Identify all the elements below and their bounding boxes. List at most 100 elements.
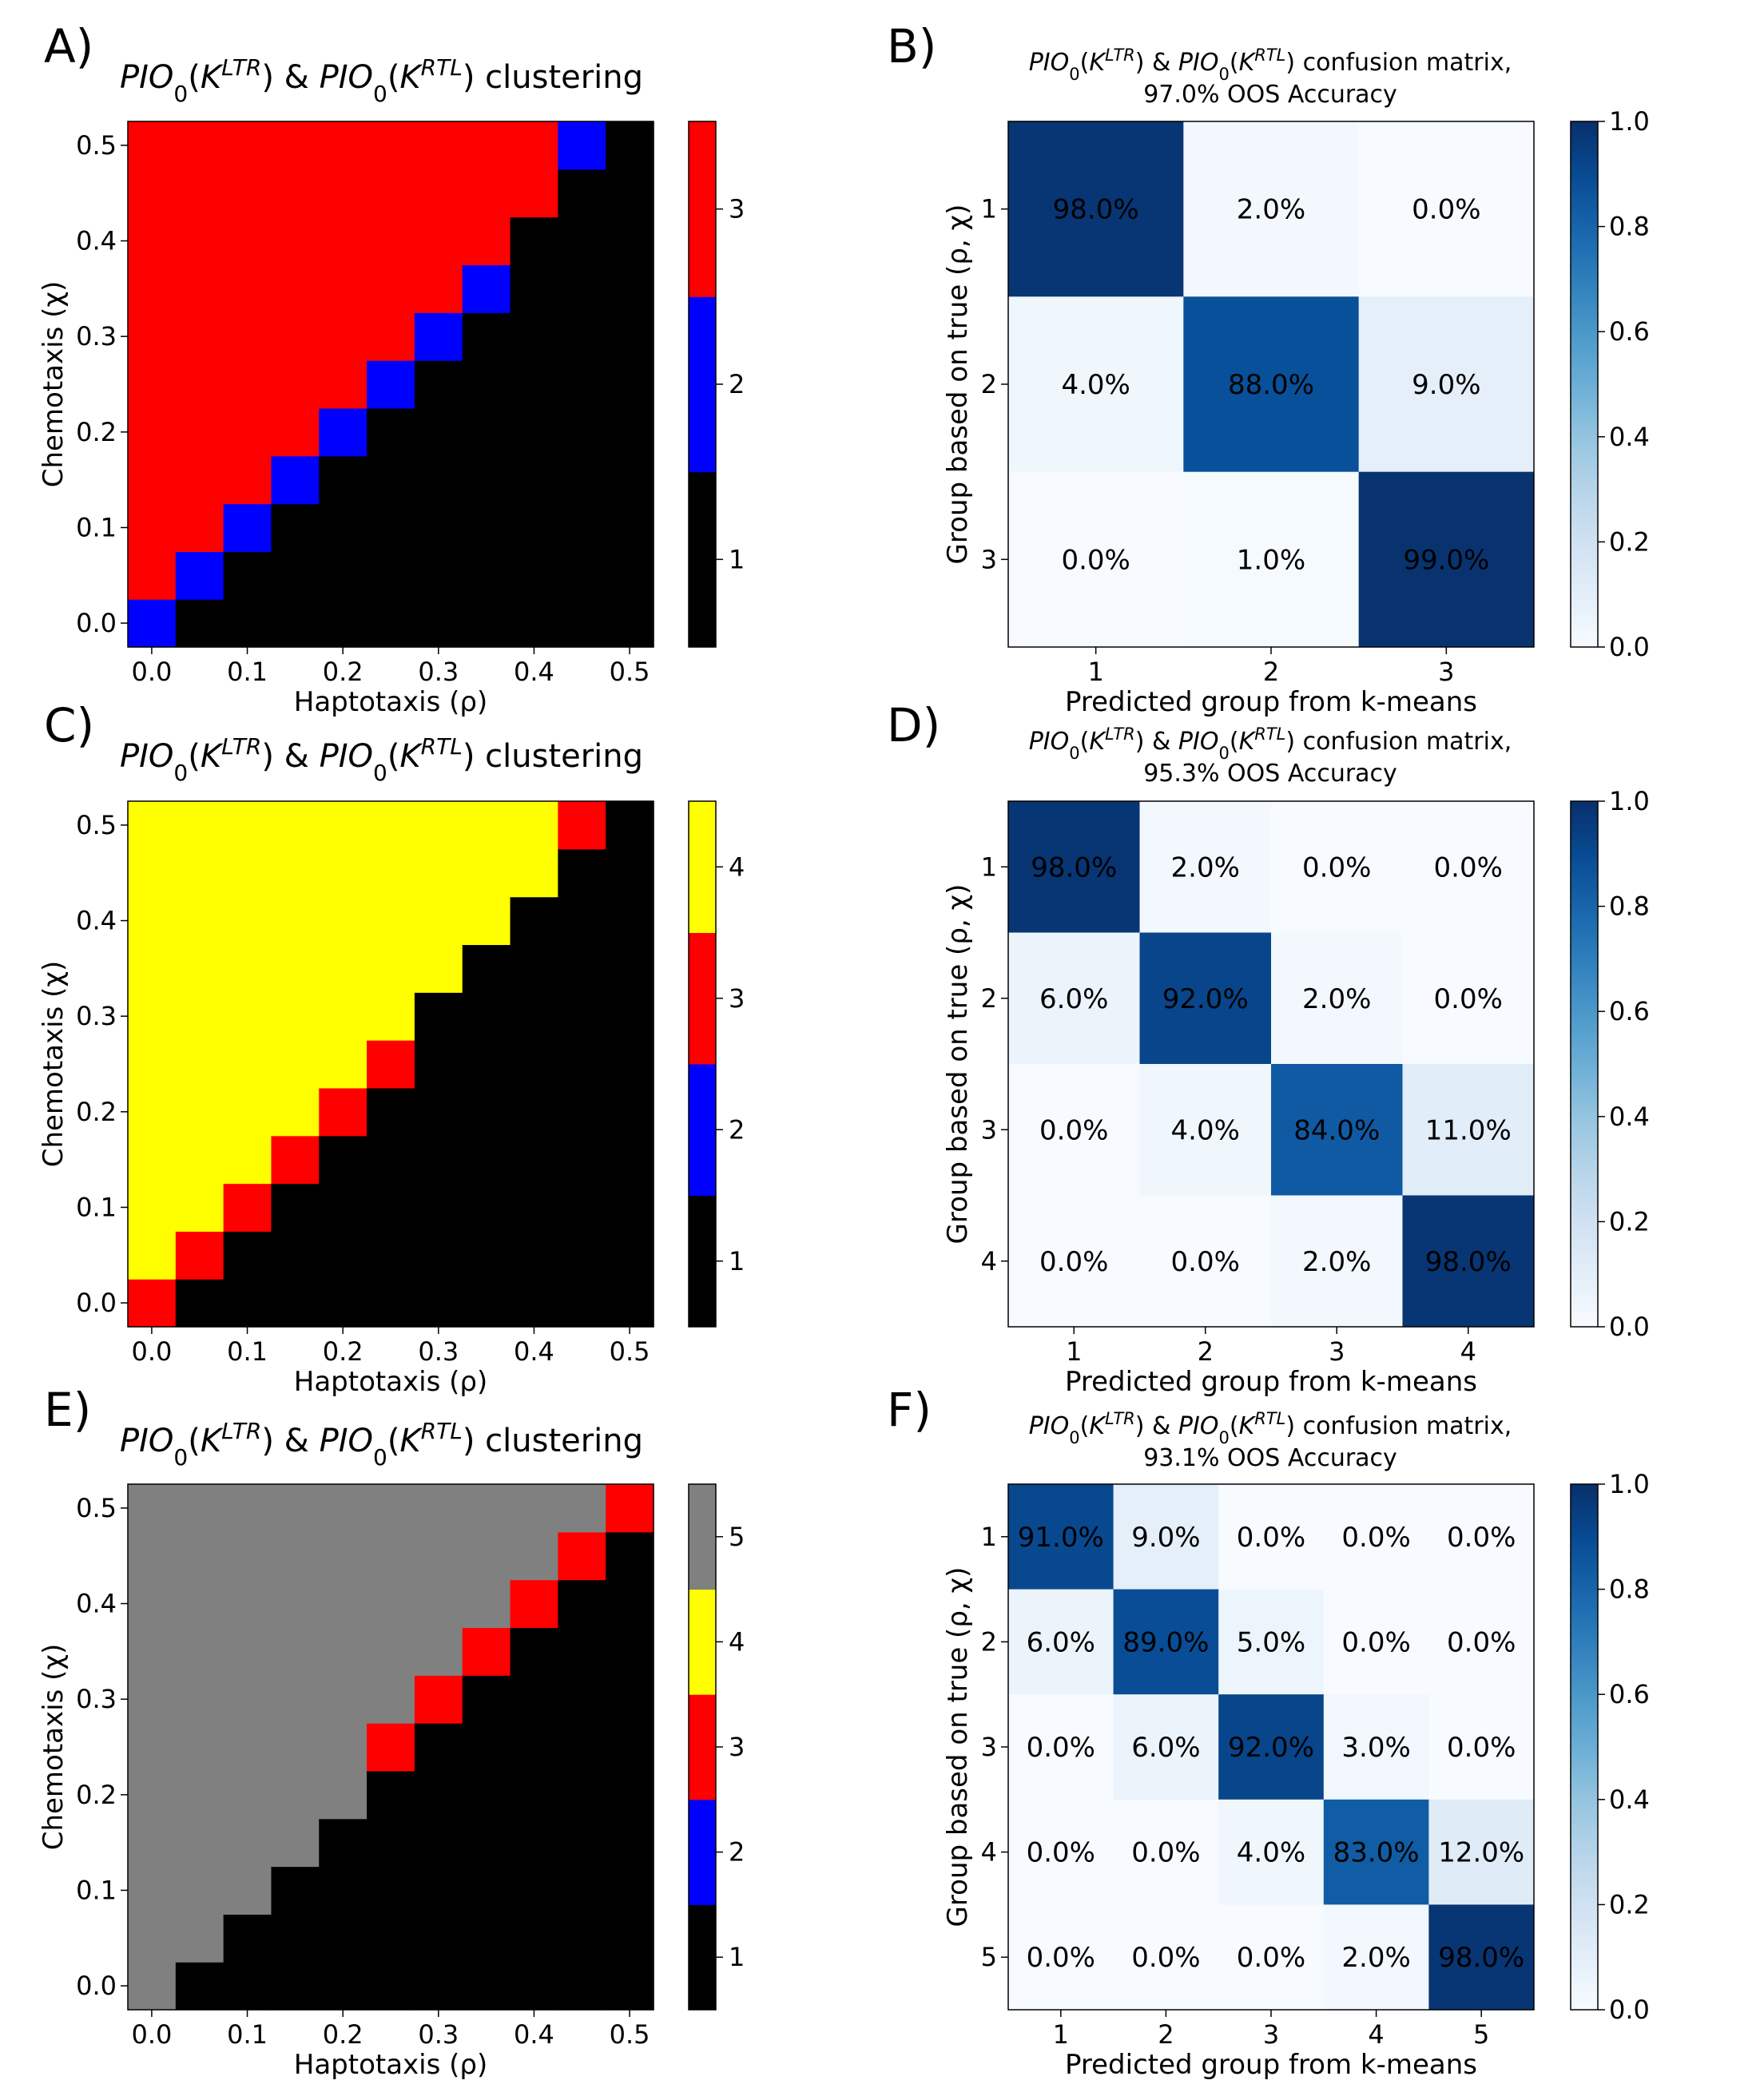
colorbar-label: 0.2 [1609,1206,1650,1237]
map-cell [414,360,463,409]
map-cell [510,1962,558,2011]
map-cell [271,1866,320,1915]
map-cell [414,169,463,218]
colorbar-label: 0.4 [1609,1784,1650,1815]
colorbar-label: 0.0 [1609,632,1650,662]
map-cell [414,264,463,313]
colorbar-label: 3 [729,194,745,224]
y-tick-label: 1 [981,1522,997,1552]
map-cell [319,1087,368,1137]
map-cell [319,992,368,1041]
map-cell [319,1579,368,1629]
matrix-cell [1008,296,1184,473]
map-cell [128,121,177,170]
map-cell [462,848,511,898]
colorbar-label: 1.0 [1609,106,1650,137]
colorbar-label: 0.8 [1609,1574,1650,1605]
map-cell [175,848,224,898]
matrix-cell [1271,1064,1403,1196]
map-cell [367,1231,415,1280]
panel-title: PIO0(KLTR) & PIO0(KRTL) clustering [120,54,643,107]
map-cell [558,169,606,218]
map-cell [367,1770,415,1820]
colorbar-label: 0.4 [1609,422,1650,452]
map-cell [367,1627,415,1676]
map-cell [223,1135,272,1185]
x-tick-label: 0.2 [323,1336,364,1367]
map-cell [175,169,224,218]
panel-label: C) [44,698,94,752]
map-cell [319,455,368,505]
map-cell [319,944,368,993]
colorbar [1570,1483,1599,2011]
map-cell [414,455,463,505]
map-cell [606,1183,654,1232]
matrix-cell [1008,1064,1140,1196]
map-cell [223,1962,272,2011]
map-cell [606,1531,654,1581]
cell-label: 99.0% [1403,544,1489,576]
map-cell [510,1675,558,1724]
map-cell [462,121,511,170]
y-tick-label: 0.0 [76,1288,117,1318]
map-cell [558,1866,606,1915]
map-cell [558,1770,606,1820]
map-cell [319,551,368,600]
matrix-cell [1008,1799,1114,1905]
y-tick-label: 1 [981,852,997,882]
map-cell [414,1818,463,1868]
colorbar-segment [689,1904,716,2011]
cell-label: 6.0% [1131,1732,1200,1764]
cell-label: 4.0% [1237,1837,1305,1869]
x-tick-label: 1 [1087,657,1103,687]
map-cell [271,1484,320,1533]
matrix-cell [1323,1904,1429,2011]
y-tick-label: 0.0 [76,1971,117,2001]
map-cell [558,599,606,648]
y-tick-label: 4 [981,1837,997,1868]
map-cell [606,1579,654,1629]
colorbar-label: 2 [729,369,745,399]
map-cell [128,1279,177,1328]
map-cell [175,1962,224,2011]
map-cell [558,551,606,600]
colorbar-label: 0.6 [1609,316,1650,347]
map-cell [367,1818,415,1868]
map-cell [558,312,606,361]
matrix-cell [1113,1694,1219,1800]
colorbar-label: 1 [729,544,745,574]
x-tick-label: 3 [1263,2019,1279,2050]
y-tick-label: 0.4 [76,226,117,256]
x-tick-label: 4 [1368,2019,1384,2050]
cluster-map [128,121,654,648]
map-cell [606,407,654,457]
y-tick-label: 0.3 [76,321,117,351]
map-cell [175,216,224,266]
map-cell [223,455,272,505]
map-cell [558,1040,606,1089]
map-cell [175,1818,224,1868]
matrix-cell [1139,932,1272,1065]
map-cell [175,1914,224,1963]
map-cell [271,551,320,600]
map-cell [414,1579,463,1629]
cell-label: 0.0% [1027,1837,1095,1869]
map-cell [510,1914,558,1963]
cell-label: 89.0% [1122,1626,1209,1658]
map-cell [606,1135,654,1185]
map-cell [558,1627,606,1676]
map-cell [175,121,224,170]
map-cell [223,801,272,850]
map-cell [510,599,558,648]
map-cell [319,1183,368,1232]
map-cell [175,312,224,361]
map-cell [271,407,320,457]
cell-label: 0.0% [1027,1732,1095,1764]
cell-label: 0.0% [1412,194,1480,226]
matrix-cell [1218,1799,1325,1905]
x-axis-label: Predicted group from k-means [1065,686,1477,718]
map-cell [606,1866,654,1915]
matrix-cell [1008,1195,1140,1328]
map-cell [319,407,368,457]
cell-label: 5.0% [1237,1626,1305,1658]
